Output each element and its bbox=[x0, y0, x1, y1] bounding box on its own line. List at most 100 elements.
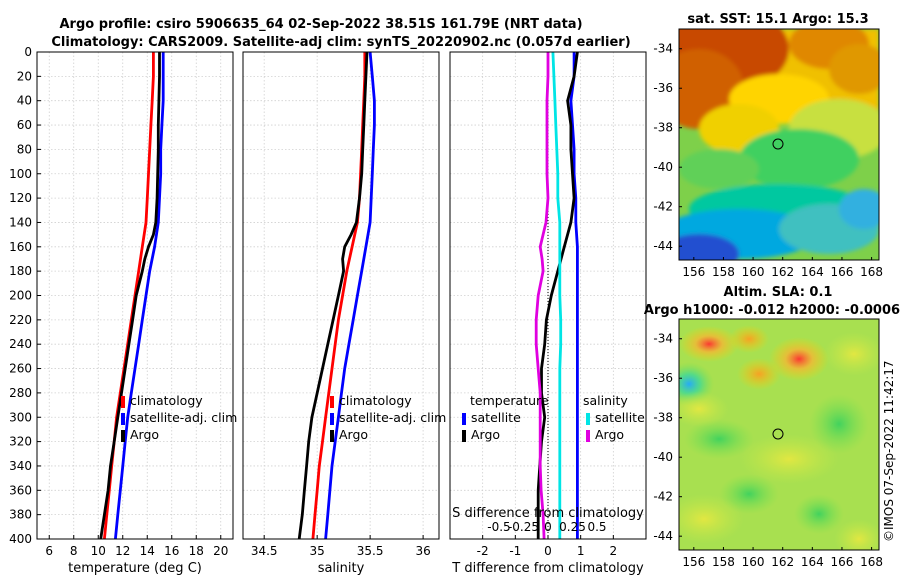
y-tick-label: 80 bbox=[17, 142, 32, 156]
legend-swatch-sal-argo bbox=[586, 430, 590, 442]
x-tick-label: 8 bbox=[70, 544, 78, 558]
x-tick-label: -1 bbox=[509, 544, 521, 558]
legend-title-salinity: salinity bbox=[583, 393, 628, 408]
legend-title-temperature: temperature bbox=[470, 393, 549, 408]
legend-label-argo: Argo bbox=[130, 427, 159, 442]
legend-label-satellite: satellite-adj. clim bbox=[339, 410, 446, 425]
difference-xlabel: T difference from climatology bbox=[451, 561, 644, 576]
legend-swatch-argo bbox=[121, 430, 125, 442]
series-line-argo bbox=[99, 52, 161, 540]
legend-swatch-climatology bbox=[121, 396, 125, 408]
legend-label-sal-satellite: satellite bbox=[595, 410, 645, 425]
copyright-timestamp: ©IMOS 07-Sep-2022 11:42:17 bbox=[882, 360, 896, 542]
y-tick-label: 380 bbox=[9, 508, 32, 522]
lon-tick-label: 156 bbox=[682, 555, 705, 569]
salinity-xlabel: salinity bbox=[318, 561, 365, 576]
x-tick-label: 35.5 bbox=[357, 544, 384, 558]
lon-tick-label: 166 bbox=[831, 265, 854, 279]
difference-legend: temperature satellite Argo salinity sate… bbox=[462, 393, 645, 442]
lat-tick-label: -38 bbox=[653, 121, 673, 135]
sst-map-title: sat. SST: 15.1 Argo: 15.3 bbox=[687, 12, 868, 27]
series-line-satellite-adj-clim bbox=[114, 52, 165, 540]
legend-swatch-temp-satellite bbox=[462, 413, 466, 425]
x-tick-label: 1 bbox=[577, 544, 585, 558]
x-tick-label: 20 bbox=[213, 544, 228, 558]
legend-label-temp-argo: Argo bbox=[471, 427, 500, 442]
x-tick-label: 6 bbox=[45, 544, 53, 558]
y-tick-label: 120 bbox=[9, 191, 32, 205]
x-tick-label: 12 bbox=[115, 544, 130, 558]
depth-y-ticks: 0 20 40 60 80 100 120 140 160 180 200 220 240 260 280 3… bbox=[9, 45, 41, 546]
lat-tick-label: -34 bbox=[653, 42, 673, 56]
y-tick-label: 240 bbox=[9, 337, 32, 351]
x-tick-label: 14 bbox=[140, 544, 155, 558]
salinity-difference-label: S difference from climatology bbox=[452, 506, 644, 521]
y-tick-label: 400 bbox=[9, 532, 32, 546]
x-tick-label: 34.5 bbox=[251, 544, 278, 558]
x-tick-label: 0 bbox=[544, 544, 552, 558]
secondary-x-tick-label: 0.5 bbox=[587, 520, 606, 534]
sla-lon-ticks: 156 158 160 162 164 166 168 bbox=[682, 547, 883, 569]
lat-tick-label: -38 bbox=[653, 411, 673, 425]
secondary-x-tick-label: -0.5 bbox=[487, 520, 510, 534]
x-tick-label: 16 bbox=[164, 544, 179, 558]
difference-x-ticks: -2 -1 0 1 2 bbox=[477, 535, 617, 558]
lon-tick-label: 160 bbox=[742, 265, 765, 279]
lat-tick-label: -34 bbox=[653, 332, 673, 346]
difference-lines bbox=[534, 51, 579, 540]
series-line-temperature-satellite bbox=[569, 52, 579, 539]
legend-swatch-climatology bbox=[330, 396, 334, 408]
lat-tick-label: -40 bbox=[653, 160, 673, 174]
lat-tick-label: -40 bbox=[653, 450, 673, 464]
sla-map-title-line1: Altim. SLA: 0.1 bbox=[724, 285, 833, 300]
lon-tick-label: 160 bbox=[742, 555, 765, 569]
series-line-salinity-satellite bbox=[551, 51, 563, 539]
x-tick-label: 36 bbox=[415, 544, 430, 558]
lat-tick-label: -44 bbox=[653, 239, 673, 253]
y-tick-label: 100 bbox=[9, 167, 32, 181]
y-tick-label: 200 bbox=[9, 289, 32, 303]
y-tick-label: 180 bbox=[9, 264, 32, 278]
temperature-panel: 6 8 10 12 14 16 18 20 0 20 40 60 80 100 120 140 160 180 2… bbox=[9, 45, 237, 576]
legend-label-argo: Argo bbox=[339, 427, 368, 442]
sla-map-panel: Altim. SLA: 0.1 Argo h1000: -0.012 h2000… bbox=[644, 285, 900, 569]
legend-label-climatology: climatology bbox=[339, 393, 412, 408]
sst-lon-ticks: 156 158 160 162 164 166 168 bbox=[682, 257, 883, 279]
lon-tick-label: 164 bbox=[801, 265, 824, 279]
y-tick-label: 60 bbox=[17, 118, 32, 132]
salinity-grid bbox=[243, 51, 439, 540]
series-line-salinity-argo bbox=[534, 52, 550, 540]
x-tick-label: 10 bbox=[91, 544, 106, 558]
temperature-legend: climatology satellite-adj. clim Argo bbox=[121, 393, 237, 442]
figure-title-line2: Climatology: CARS2009. Satellite-adj cli… bbox=[51, 35, 630, 50]
y-tick-label: 340 bbox=[9, 459, 32, 473]
salinity-panel: 34.5 35 35.5 36 salinity climatology satell… bbox=[242, 51, 446, 576]
temperature-x-ticks: 6 8 10 12 14 16 18 20 bbox=[45, 535, 228, 558]
sla-heatmap bbox=[679, 319, 879, 550]
lon-tick-label: 156 bbox=[682, 265, 705, 279]
lon-tick-label: 162 bbox=[771, 265, 794, 279]
lon-tick-label: 158 bbox=[712, 265, 735, 279]
difference-panel: -2 -1 0 1 2 -0.5-0.25 0 0.25 0.5 S difference f… bbox=[449, 51, 647, 576]
legend-swatch-temp-argo bbox=[462, 430, 466, 442]
x-tick-label: 35 bbox=[310, 544, 325, 558]
lon-tick-label: 166 bbox=[831, 555, 854, 569]
legend-label-sal-argo: Argo bbox=[595, 427, 624, 442]
temperature-lines bbox=[99, 52, 165, 540]
legend-swatch-sal-satellite bbox=[586, 413, 590, 425]
y-tick-label: 300 bbox=[9, 410, 32, 424]
sst-lat-ticks: -34 -36 -38 -40 -42 -44 bbox=[653, 42, 682, 253]
legend-swatch-satellite bbox=[330, 413, 334, 425]
y-tick-label: 160 bbox=[9, 240, 32, 254]
secondary-x-tick-label: -0.25 bbox=[508, 520, 539, 534]
series-line-satellite-adj-clim bbox=[324, 51, 376, 540]
sst-map-panel: sat. SST: 15.1 Argo: 15.3 bbox=[653, 12, 883, 279]
x-tick-label: 2 bbox=[610, 544, 618, 558]
figure-title-line1: Argo profile: csiro 5906635_64 02-Sep-20… bbox=[59, 17, 582, 32]
sst-heatmap bbox=[679, 29, 879, 260]
y-tick-label: 220 bbox=[9, 313, 32, 327]
lon-tick-label: 168 bbox=[860, 555, 883, 569]
legend-swatch-argo bbox=[330, 430, 334, 442]
sla-map-title-line2: Argo h1000: -0.012 h2000: -0.0006 bbox=[644, 303, 900, 318]
